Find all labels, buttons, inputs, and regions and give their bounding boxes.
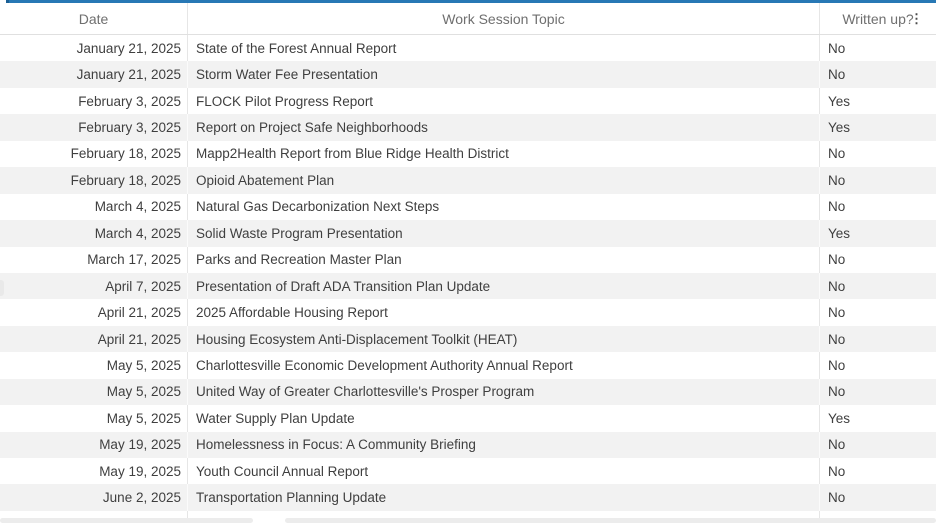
written-up-cell: No <box>828 172 846 188</box>
written-up-cell: No <box>828 199 846 215</box>
table-row: February 18, 2025 Mapp2Health Report fro… <box>0 140 936 168</box>
table-row: April 21, 2025 Housing Ecosystem Anti-Di… <box>0 325 936 353</box>
topic-cell: 2025 Affordable Housing Report <box>188 299 820 326</box>
topic-cell: Water Supply Plan Update <box>188 405 820 432</box>
table-row: February 3, 2025 FLOCK Pilot Progress Re… <box>0 87 936 115</box>
topic-cell: Homelessness in Focus: A Community Brief… <box>188 431 820 458</box>
table-row: June 2, 2025 Transportation Planning Upd… <box>0 484 936 511</box>
date-cell: March 4, 2025 <box>0 220 188 247</box>
written-up-cell: No <box>828 278 846 294</box>
column-header-date[interactable]: Date <box>0 3 188 34</box>
horizontal-scrollbar-track[interactable] <box>285 518 936 523</box>
written-up-cell: No <box>828 40 846 56</box>
written-up-cell: Yes <box>828 120 851 136</box>
table-row: May 5, 2025 Water Supply Plan Update Yes <box>0 405 936 432</box>
column-header-written-up-label: Written up? <box>842 10 914 27</box>
date-cell: January 21, 2025 <box>0 35 188 62</box>
written-up-cell: No <box>828 384 846 400</box>
topic-cell: Report on Project Safe Neighborhoods <box>188 114 820 141</box>
topic-cell: Mapp2Health Report from Blue Ridge Healt… <box>188 140 820 168</box>
written-up-cell: Yes <box>828 93 851 109</box>
date-cell: February 18, 2025 <box>0 140 188 168</box>
table-row: May 5, 2025 United Way of Greater Charlo… <box>0 378 936 406</box>
written-up-cell: No <box>828 305 846 321</box>
column-header-topic[interactable]: Work Session Topic <box>188 3 820 34</box>
topic-cell: Solid Waste Program Presentation <box>188 220 820 247</box>
topic-cell: Charlottesville Economic Development Aut… <box>188 352 820 379</box>
written-up-cell: No <box>828 146 846 162</box>
topic-cell: Opioid Abatement Plan <box>188 167 820 194</box>
column-menu-icon[interactable]: ⋮ <box>910 10 923 26</box>
date-cell: April 21, 2025 <box>0 299 188 326</box>
date-cell: March 4, 2025 <box>0 193 188 221</box>
written-up-cell: No <box>828 331 846 347</box>
date-cell: March 17, 2025 <box>0 246 188 273</box>
table-row: May 19, 2025 Youth Council Annual Report… <box>0 458 936 485</box>
topic-cell: Parks and Recreation Master Plan <box>188 246 820 273</box>
date-cell: April 7, 2025 <box>0 272 188 300</box>
table-row: March 17, 2025 Parks and Recreation Mast… <box>0 246 936 273</box>
date-cell: May 5, 2025 <box>0 352 188 379</box>
written-up-cell: Yes <box>828 410 851 426</box>
topic-cell: State of the Forest Annual Report <box>188 35 820 62</box>
topic-cell: Housing Ecosystem Anti-Displacement Tool… <box>188 325 820 353</box>
table-row: March 4, 2025 Natural Gas Decarbonizatio… <box>0 193 936 221</box>
column-header-written-up[interactable]: Written up? ⋮ <box>820 3 936 34</box>
date-cell: May 19, 2025 <box>0 431 188 458</box>
date-cell: January 21, 2025 <box>0 61 188 88</box>
date-cell: May 5, 2025 <box>0 378 188 406</box>
table-body: January 21, 2025 State of the Forest Ann… <box>0 35 936 511</box>
date-cell: June 2, 2025 <box>0 484 188 511</box>
column-header-topic-label: Work Session Topic <box>442 10 565 27</box>
topic-cell: Storm Water Fee Presentation <box>188 61 820 88</box>
table-row: April 21, 2025 2025 Affordable Housing R… <box>0 299 936 326</box>
date-cell: February 3, 2025 <box>0 87 188 115</box>
table-row: April 7, 2025 Presentation of Draft ADA … <box>0 272 936 300</box>
topic-cell: United Way of Greater Charlottesville's … <box>188 378 820 406</box>
table-row: January 21, 2025 State of the Forest Ann… <box>0 35 936 62</box>
table-row: May 19, 2025 Homelessness in Focus: A Co… <box>0 431 936 458</box>
partial-topic-cell <box>188 511 820 518</box>
table-row: January 21, 2025 Storm Water Fee Present… <box>0 61 936 88</box>
table-row: February 18, 2025 Opioid Abatement Plan … <box>0 167 936 194</box>
date-cell: May 5, 2025 <box>0 405 188 432</box>
date-cell: May 19, 2025 <box>0 458 188 485</box>
table-row: February 3, 2025 Report on Project Safe … <box>0 114 936 141</box>
written-up-cell: Yes <box>828 225 851 241</box>
table-row: March 4, 2025 Solid Waste Program Presen… <box>0 220 936 247</box>
partial-date-cell <box>0 511 188 518</box>
horizontal-scrollbar-thumb[interactable] <box>0 518 253 523</box>
written-up-cell: No <box>828 357 846 373</box>
written-up-cell: No <box>828 67 846 83</box>
left-scrollbar-thumb[interactable] <box>0 280 4 296</box>
table-row: May 5, 2025 Charlottesville Economic Dev… <box>0 352 936 379</box>
written-up-cell: No <box>828 490 846 506</box>
date-cell: April 21, 2025 <box>0 325 188 353</box>
written-up-cell: No <box>828 437 846 453</box>
written-up-cell: No <box>828 463 846 479</box>
accent-bar <box>6 0 936 3</box>
written-up-cell: No <box>828 252 846 268</box>
table-header-row: Date Work Session Topic Written up? ⋮ <box>0 3 936 35</box>
partial-next-row <box>0 511 936 518</box>
topic-cell: Youth Council Annual Report <box>188 458 820 485</box>
date-cell: February 3, 2025 <box>0 114 188 141</box>
topic-cell: Transportation Planning Update <box>188 484 820 511</box>
topic-cell: FLOCK Pilot Progress Report <box>188 87 820 115</box>
topic-cell: Natural Gas Decarbonization Next Steps <box>188 193 820 221</box>
topic-cell: Presentation of Draft ADA Transition Pla… <box>188 272 820 300</box>
column-header-date-label: Date <box>78 10 109 27</box>
date-cell: February 18, 2025 <box>0 167 188 194</box>
